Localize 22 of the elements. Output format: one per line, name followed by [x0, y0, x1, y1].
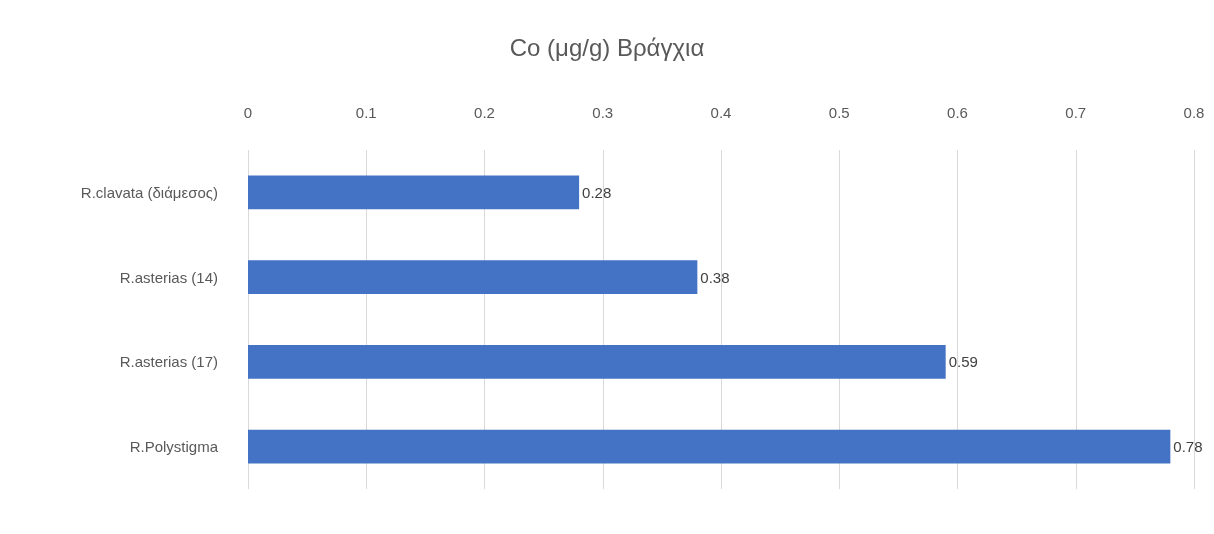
x-tick-label: 0.2: [474, 104, 495, 121]
x-tick-label: 0.8: [1183, 104, 1205, 121]
x-tick-label: 0.3: [592, 104, 614, 121]
y-tick-label: R.asterias (17): [119, 353, 218, 371]
bar: [248, 344, 946, 379]
y-tick-label: R.clavata (διάμεσος): [80, 183, 218, 201]
x-tick-label: 0.5: [828, 104, 850, 121]
bar: [248, 175, 580, 210]
y-tick-label: R.asterias (14): [119, 268, 218, 286]
y-tick-label: R.Polystigma: [129, 438, 219, 456]
x-tick-label: 0.4: [710, 104, 732, 121]
data-label: 0.38: [700, 268, 730, 286]
chart-title: Co (μg/g) Βράγχια: [509, 33, 705, 61]
x-tick-label: 0.1: [355, 104, 377, 121]
x-tick-label: 0: [243, 104, 253, 121]
data-label: 0.59: [948, 353, 978, 371]
data-label: 0.28: [582, 183, 612, 201]
x-tick-label: 0.7: [1065, 104, 1087, 121]
bar: [248, 260, 698, 295]
x-tick-label: 0.6: [947, 104, 968, 121]
bar: [248, 429, 1171, 464]
data-label: 0.78: [1173, 438, 1203, 456]
